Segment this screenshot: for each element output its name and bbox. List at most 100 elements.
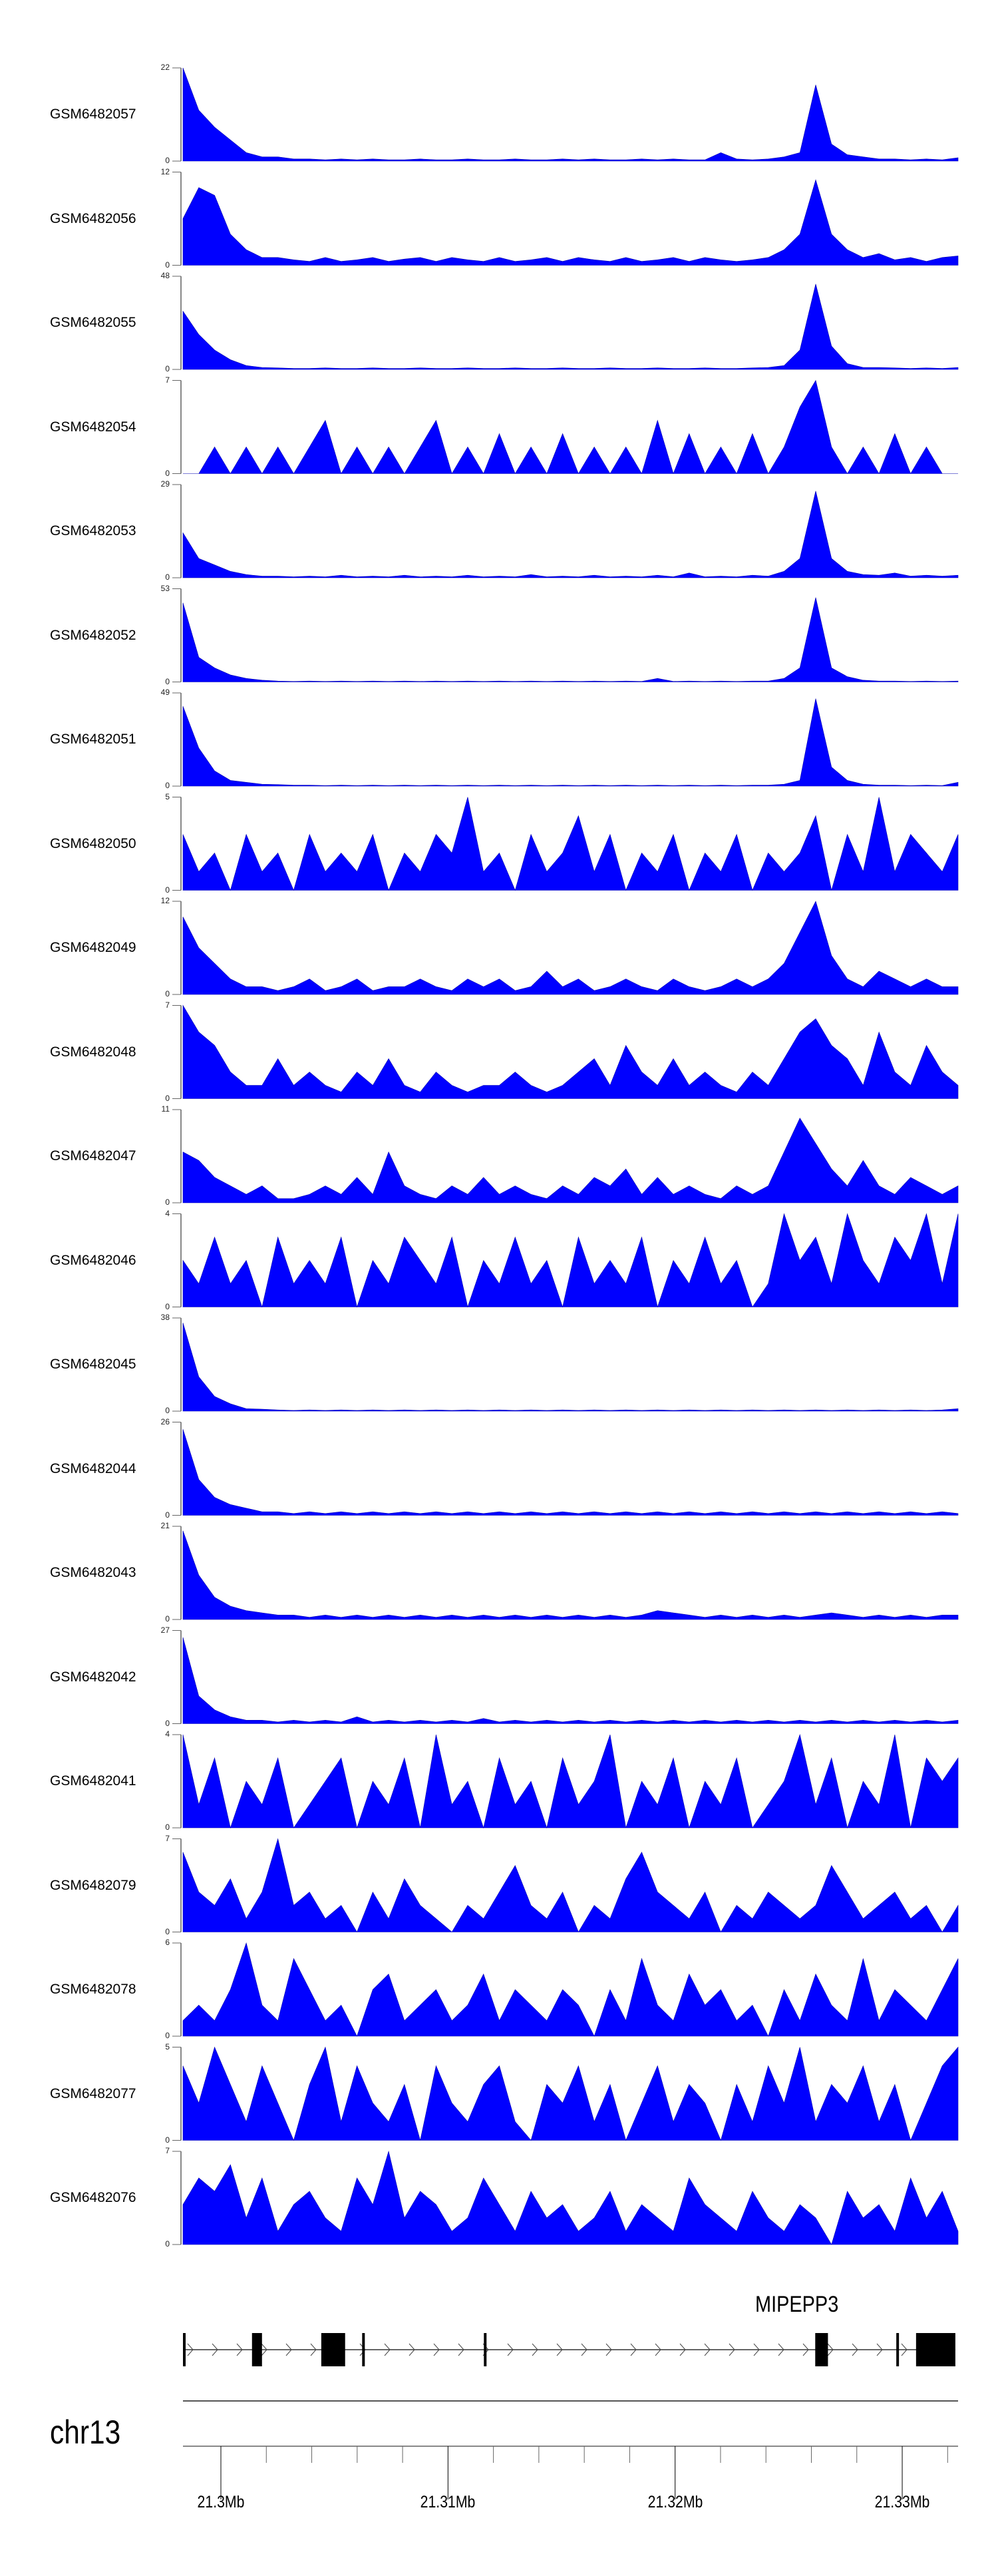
x-tick-label: 21.33Mb: [874, 2493, 930, 2511]
coverage-area: [182, 597, 959, 682]
y-zero-label: 0: [165, 1823, 170, 1832]
coverage-area: [182, 1118, 959, 1203]
y-max-label: 4: [165, 1208, 170, 1218]
track-label: GSM6482078: [50, 1982, 136, 1997]
coverage-area: [182, 1733, 959, 1829]
strand-arrow-icon: [212, 2343, 218, 2356]
coverage-area: [182, 901, 959, 995]
y-max-label: 7: [165, 1833, 170, 1843]
track-label: GSM6482052: [50, 627, 136, 643]
track-label: GSM6482053: [50, 523, 136, 538]
strand-arrow-icon: [581, 2343, 587, 2356]
y-max-label: 26: [160, 1416, 170, 1426]
gene-exon: [896, 2333, 900, 2366]
strand-arrow-icon: [261, 2343, 267, 2356]
y-max-label: 53: [160, 583, 170, 593]
y-max-label: 7: [165, 375, 170, 385]
strand-arrow-icon: [409, 2343, 415, 2356]
strand-arrow-icon: [704, 2343, 711, 2356]
coverage-area: [182, 491, 959, 578]
track-label: GSM6482057: [50, 107, 136, 122]
y-zero-label: 0: [165, 364, 170, 373]
y-max-label: 12: [160, 896, 170, 905]
strand-arrow-icon: [187, 2343, 194, 2356]
gene-exon: [484, 2333, 487, 2366]
y-max-label: 5: [165, 2041, 170, 2051]
coverage-area: [182, 179, 959, 266]
strand-arrow-icon: [827, 2343, 834, 2356]
y-zero-label: 0: [165, 676, 170, 686]
y-zero-label: 0: [165, 885, 170, 895]
gene-exon: [321, 2333, 345, 2366]
y-zero-label: 0: [165, 989, 170, 998]
coverage-area: [182, 1838, 959, 1933]
coverage-area: [182, 67, 959, 162]
strand-arrow-icon: [556, 2343, 563, 2356]
coverage-area: [182, 2046, 959, 2141]
coverage-area: [182, 1004, 959, 1099]
y-zero-label: 0: [165, 1093, 170, 1103]
strand-arrow-icon: [679, 2343, 686, 2356]
strand-arrow-icon: [384, 2343, 391, 2356]
y-max-label: 12: [160, 166, 170, 176]
y-max-label: 22: [160, 63, 170, 72]
coverage-area: [182, 698, 959, 787]
strand-arrow-icon: [310, 2343, 317, 2356]
coverage-area: [182, 284, 959, 370]
strand-arrow-icon: [458, 2343, 464, 2356]
y-zero-label: 0: [165, 1718, 170, 1728]
coverage-area: [182, 1637, 959, 1724]
track-label: GSM6482054: [50, 419, 136, 435]
strand-arrow-icon: [852, 2343, 858, 2356]
y-zero-label: 0: [165, 1197, 170, 1207]
y-max-label: 38: [160, 1313, 170, 1322]
strand-arrow-icon: [507, 2343, 514, 2356]
strand-arrow-icon: [753, 2343, 760, 2356]
strand-arrow-icon: [655, 2343, 661, 2356]
x-tick-label: 21.3Mb: [197, 2493, 245, 2511]
track-label: GSM6482046: [50, 1252, 136, 1268]
strand-arrow-icon: [876, 2343, 883, 2356]
y-zero-label: 0: [165, 2239, 170, 2249]
gene-exon: [362, 2333, 365, 2366]
track-label: GSM6482044: [50, 1460, 136, 1476]
track-label: GSM6482049: [50, 940, 136, 955]
strand-arrow-icon: [630, 2343, 637, 2356]
strand-arrow-icon: [778, 2343, 784, 2356]
y-zero-label: 0: [165, 1926, 170, 1936]
y-zero-label: 0: [165, 156, 170, 165]
track-label: GSM6482056: [50, 210, 136, 226]
y-max-label: 4: [165, 1729, 170, 1739]
y-max-label: 7: [165, 1000, 170, 1010]
y-zero-label: 0: [165, 468, 170, 478]
strand-arrow-icon: [729, 2343, 735, 2356]
coverage-area: [182, 2150, 959, 2245]
y-max-label: 5: [165, 791, 170, 801]
y-zero-label: 0: [165, 1301, 170, 1311]
track-label: GSM6482043: [50, 1565, 136, 1580]
y-max-label: 29: [160, 479, 170, 489]
y-zero-label: 0: [165, 781, 170, 790]
y-zero-label: 0: [165, 2031, 170, 2040]
coverage-area: [182, 1213, 959, 1308]
y-max-label: 21: [160, 1521, 170, 1530]
track-label: GSM6482077: [50, 2085, 136, 2101]
x-tick-label: 21.32Mb: [647, 2493, 703, 2511]
strand-arrow-icon: [285, 2343, 292, 2356]
gene-exon: [251, 2333, 262, 2366]
chromosome-label: chr13: [50, 2414, 121, 2451]
track-label: GSM6482076: [50, 2190, 136, 2205]
track-label: GSM6482048: [50, 1044, 136, 1060]
track-label: GSM6482045: [50, 1357, 136, 1372]
strand-arrow-icon: [359, 2343, 366, 2356]
track-label: GSM6482047: [50, 1148, 136, 1164]
strand-arrow-icon: [236, 2343, 243, 2356]
strand-arrow-icon: [433, 2343, 440, 2356]
track-label: GSM6482051: [50, 732, 136, 747]
y-zero-label: 0: [165, 1510, 170, 1520]
gene-name-label: MIPEPP3: [755, 2292, 839, 2317]
y-max-label: 27: [160, 1625, 170, 1635]
x-tick-label: 21.31Mb: [420, 2493, 476, 2511]
